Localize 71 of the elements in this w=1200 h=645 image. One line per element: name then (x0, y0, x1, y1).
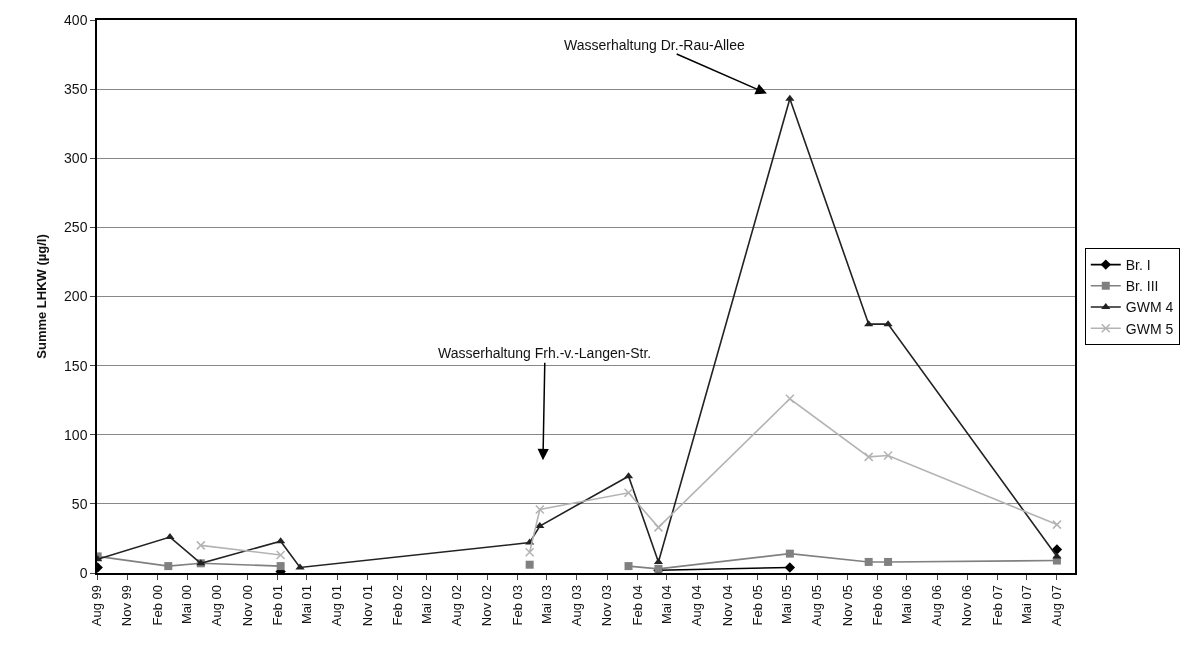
point (524, 547, 535, 558)
point (653, 522, 664, 533)
point (276, 537, 286, 544)
x-tick-label: Aug 07 (1049, 584, 1065, 627)
y-tick-label: 50 (71, 495, 88, 512)
x-tick-label: Mai 04 (659, 584, 675, 624)
x-tick-label: Feb 00 (149, 584, 165, 626)
x-tick-label: Feb 04 (629, 584, 645, 626)
x-tick-label: Nov 00 (239, 584, 255, 627)
point (864, 557, 873, 566)
x-tick-label: Aug 00 (209, 584, 225, 627)
point (863, 452, 874, 462)
x-tick-label: Feb 02 (389, 584, 405, 626)
x-tick-label: Nov 03 (599, 584, 615, 627)
y-tick-label: 0 (79, 564, 88, 581)
point (164, 562, 173, 571)
point (785, 549, 794, 558)
x-tick-label: Aug 04 (689, 584, 705, 627)
point (165, 533, 175, 540)
legend-label: GWM 4 (1125, 299, 1174, 316)
x-tick-label: Aug 06 (929, 584, 945, 627)
x-tick-label: Nov 04 (719, 584, 735, 627)
x-tick-label: Feb 05 (749, 584, 765, 626)
point (535, 504, 545, 515)
y-tick-label: 100 (64, 426, 88, 443)
x-tick-label: Feb 06 (869, 584, 885, 626)
y-tick-label: 300 (64, 150, 88, 167)
legend-label: Br. III (1125, 278, 1159, 295)
x-tick-label: Feb 01 (269, 584, 285, 626)
point (276, 562, 285, 571)
x-tick-label: Aug 02 (449, 584, 465, 627)
point (785, 94, 795, 101)
x-tick-label: Feb 03 (509, 584, 525, 626)
x-tick-label: Nov 02 (479, 584, 495, 627)
x-tick-label: Mai 02 (419, 584, 435, 624)
x-tick-label: Aug 01 (329, 584, 345, 627)
x-tick-label: Mai 03 (538, 584, 554, 624)
annotation: Wasserhaltung Dr.-Rau-Allee (564, 37, 745, 53)
point (883, 320, 893, 327)
x-tick-label: Aug 05 (809, 584, 825, 627)
point (785, 394, 795, 404)
point (624, 562, 633, 571)
point (275, 550, 286, 560)
annotation: Wasserhaltung Frh.-v.-Langen-Str. (438, 345, 652, 361)
x-tick-label: Mai 01 (299, 584, 315, 624)
y-tick-label: 400 (64, 11, 88, 28)
x-tick-label: Nov 05 (839, 584, 855, 627)
y-axis-title: Summe LHKW (µg/l) (33, 234, 49, 359)
x-tick-label: Nov 06 (959, 584, 975, 627)
x-tick-label: Aug 99 (89, 584, 105, 627)
y-tick-label: 200 (64, 288, 88, 305)
point (623, 488, 634, 498)
point (864, 320, 874, 327)
y-tick-label: 350 (64, 81, 88, 98)
y-tick-label: 250 (64, 219, 88, 236)
x-tick-label: Mai 00 (179, 584, 195, 624)
x-tick-label: Aug 03 (569, 584, 585, 627)
legend-label: Br. I (1125, 257, 1151, 274)
point (784, 562, 796, 573)
point (884, 557, 893, 566)
y-tick-label: 150 (64, 357, 88, 374)
point (196, 540, 206, 551)
x-tick-label: Mai 06 (899, 584, 915, 624)
x-tick-label: Nov 99 (119, 584, 135, 627)
x-tick-label: Feb 07 (989, 584, 1005, 626)
x-tick-label: Mai 07 (1018, 584, 1034, 624)
point (883, 450, 893, 461)
legend-label: GWM 5 (1125, 320, 1174, 337)
x-tick-label: Mai 05 (779, 584, 795, 624)
point (1052, 519, 1062, 530)
x-tick-label: Nov 01 (359, 584, 375, 627)
